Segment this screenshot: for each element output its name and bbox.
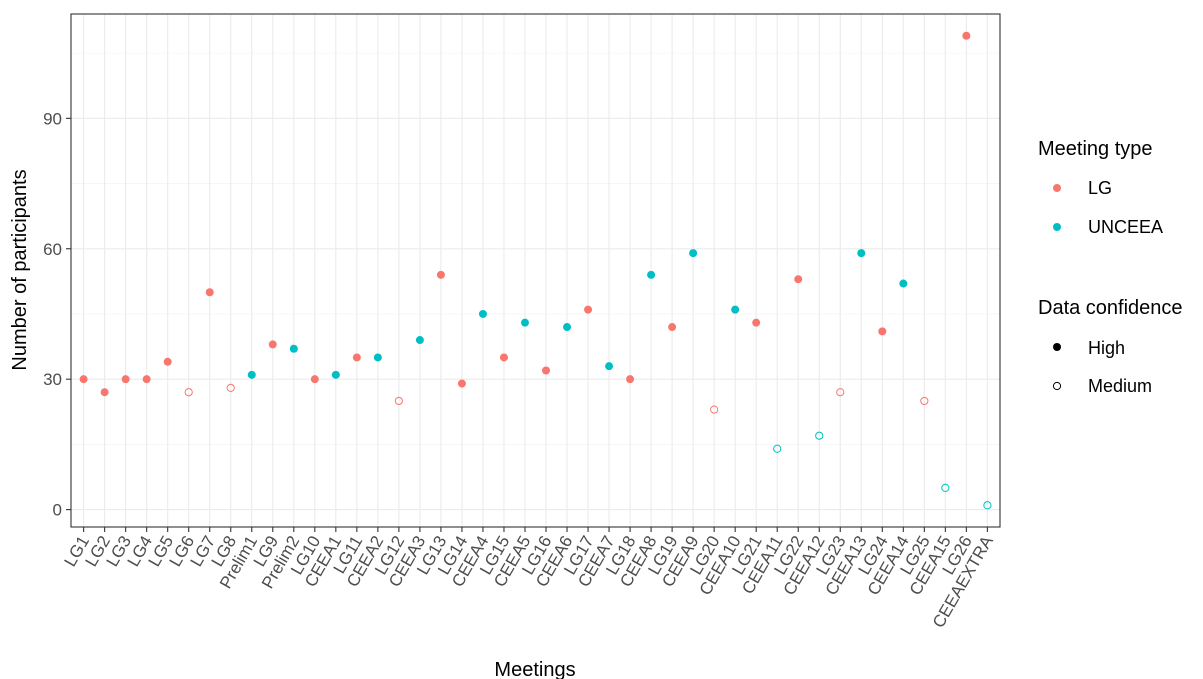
data-point — [163, 357, 172, 366]
plot-border — [70, 13, 1001, 528]
data-point — [563, 323, 572, 332]
data-point — [647, 270, 656, 279]
data-point — [226, 383, 235, 392]
data-point — [478, 309, 487, 318]
data-point — [415, 336, 424, 345]
data-point — [605, 362, 614, 371]
data-point — [331, 370, 340, 379]
data-point — [584, 305, 593, 314]
data-point — [289, 344, 298, 353]
data-point — [920, 396, 929, 406]
data-point — [436, 270, 445, 279]
legend-key-medium — [1052, 381, 1062, 391]
gridlines — [71, 14, 1000, 527]
data-point — [79, 375, 88, 384]
y-axis-title: Number of participants — [9, 169, 31, 370]
data-point — [815, 431, 824, 440]
data-point — [373, 353, 382, 362]
data-point — [100, 388, 109, 397]
legend-key-unceea — [1053, 223, 1061, 231]
data-point — [941, 483, 950, 492]
data-point — [773, 444, 782, 453]
data-point — [457, 379, 466, 388]
data-point — [857, 249, 866, 258]
data-point — [710, 405, 719, 414]
data-point — [668, 323, 677, 332]
legend: Meeting type LG UNCEEA Data confidence H… — [1038, 138, 1183, 396]
y-tick-label: 60 — [43, 240, 62, 259]
data-point — [310, 375, 319, 384]
data-point — [121, 375, 130, 384]
legend-color-title: Meeting type — [1038, 138, 1153, 160]
y-tick-label: 90 — [43, 109, 62, 128]
x-axis: LG1LG2LG3LG4LG5LG6LG7LG8Prelim1LG9Prelim… — [61, 527, 997, 631]
data-point — [794, 275, 803, 284]
data-point — [205, 288, 214, 297]
plot-area — [70, 13, 1001, 528]
data-point — [752, 318, 761, 327]
y-tick-label: 0 — [53, 501, 62, 520]
data-point — [268, 340, 277, 349]
data-point — [542, 366, 551, 375]
data-point — [962, 31, 971, 40]
data-point — [520, 318, 529, 327]
data-point — [626, 375, 635, 384]
plot-background — [71, 14, 1000, 527]
data-point — [899, 279, 908, 288]
data-point — [689, 249, 698, 258]
legend-label-lg: LG — [1088, 178, 1112, 198]
data-points — [79, 31, 992, 510]
data-point — [499, 353, 508, 362]
data-point — [878, 327, 887, 336]
legend-label-medium: Medium — [1088, 376, 1152, 396]
legend-key-high — [1053, 343, 1061, 351]
data-point — [731, 305, 740, 314]
data-point — [352, 353, 361, 362]
x-axis-title: Meetings — [494, 659, 575, 679]
data-point — [836, 388, 845, 397]
legend-label-high: High — [1088, 338, 1125, 358]
y-axis: 0 30 60 90 — [43, 109, 71, 520]
legend-shape-title: Data confidence — [1038, 297, 1183, 319]
data-point — [247, 370, 256, 379]
data-point — [142, 375, 151, 384]
data-point — [184, 388, 193, 397]
data-point — [394, 396, 403, 406]
legend-key-lg — [1053, 184, 1061, 192]
data-point — [983, 501, 992, 510]
y-tick-label: 30 — [43, 370, 62, 389]
legend-label-unceea: UNCEEA — [1088, 217, 1163, 237]
